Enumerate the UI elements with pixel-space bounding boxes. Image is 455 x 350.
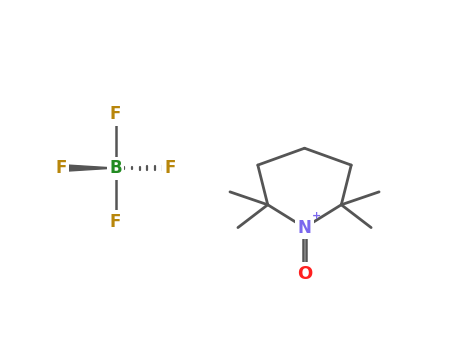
Text: B: B <box>109 159 122 177</box>
Polygon shape <box>68 165 116 171</box>
Text: N: N <box>298 219 312 237</box>
Text: +: + <box>312 211 321 220</box>
Text: F: F <box>165 159 176 177</box>
Text: O: O <box>297 265 312 283</box>
Text: F: F <box>110 105 121 124</box>
Text: F: F <box>110 213 121 231</box>
Text: F: F <box>56 159 67 177</box>
